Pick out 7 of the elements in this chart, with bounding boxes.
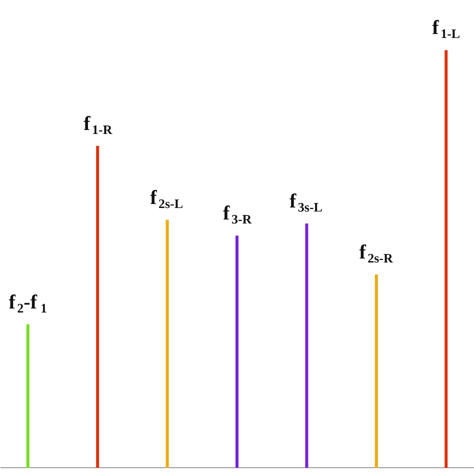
bar — [444, 50, 448, 468]
bar — [374, 274, 378, 468]
bar — [96, 146, 100, 468]
bar — [305, 224, 308, 468]
bar — [26, 324, 30, 468]
bar — [236, 236, 238, 468]
bar — [166, 220, 169, 468]
